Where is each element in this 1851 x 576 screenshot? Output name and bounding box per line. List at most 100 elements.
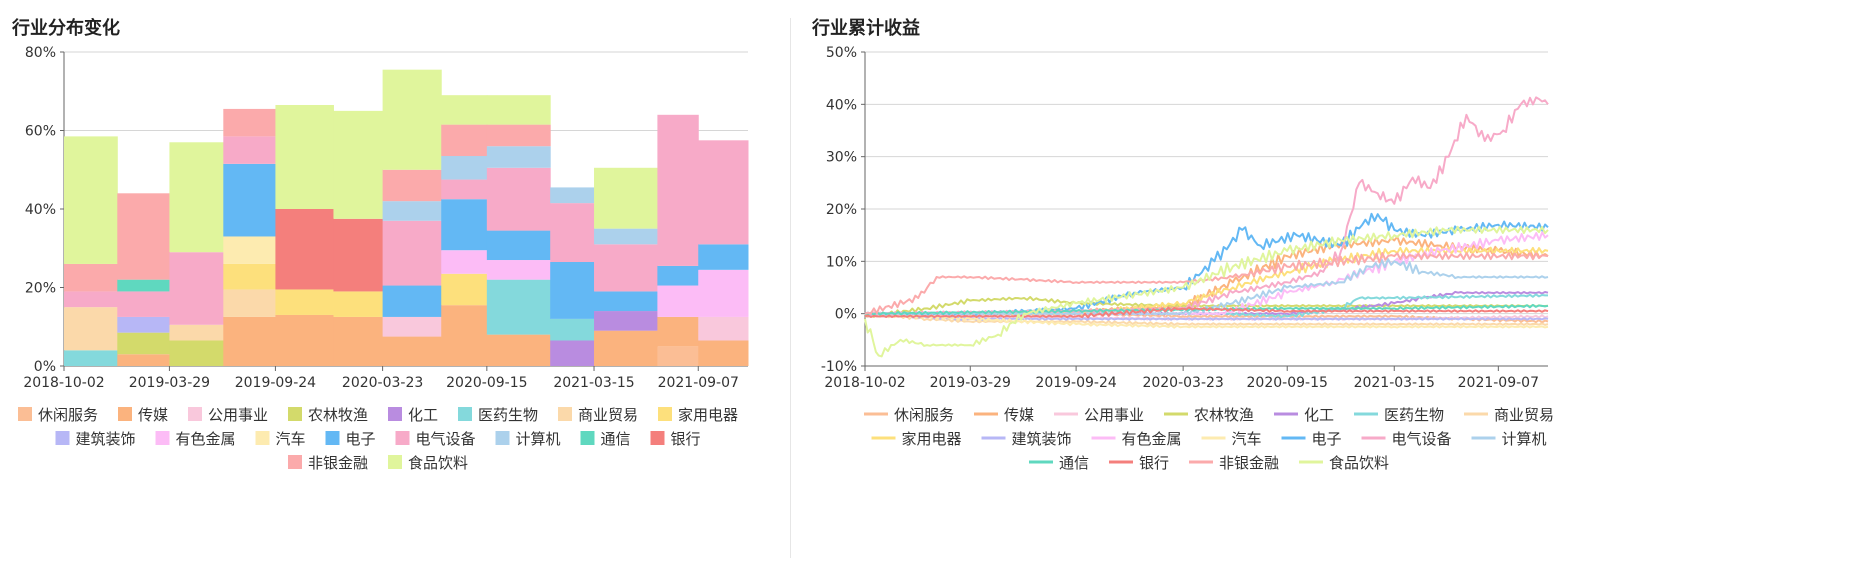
- legend-swatch: [155, 431, 170, 445]
- legend-label: 计算机: [1502, 430, 1547, 448]
- area-segment-食品饮料: [169, 142, 224, 253]
- area-segment-电子: [486, 230, 551, 261]
- area-segment-化工: [550, 340, 595, 366]
- area-segment-传媒: [275, 314, 334, 366]
- legend-swatch: [325, 431, 340, 445]
- area-segment-医药生物: [486, 279, 551, 335]
- series-line-商业贸易: [864, 311, 1549, 326]
- legend-item: 医药生物: [458, 406, 538, 424]
- area-segment-计算机: [382, 201, 442, 221]
- legend-item: 传媒: [974, 406, 1034, 424]
- legend-label: 电气设备: [1392, 430, 1452, 448]
- legend-label: 化工: [1304, 406, 1334, 424]
- area-segment-传媒: [333, 316, 384, 366]
- legend-swatch: [658, 407, 672, 421]
- industry-distribution-panel: 行业分布变化 0% 20% 40% 60% 80% 2018-10-02 2019-03-2…: [0, 0, 930, 572]
- legend-item: 汽车: [255, 430, 306, 448]
- y-tick-label: 10%: [826, 254, 857, 270]
- area-segment-传媒: [698, 340, 749, 366]
- legend-item: 电气设备: [1361, 430, 1452, 448]
- legend-label: 非银金融: [308, 454, 368, 472]
- legend-item: 农林牧渔: [288, 406, 368, 424]
- area-segment-公用事业: [382, 316, 442, 337]
- legend-swatch: [288, 407, 302, 421]
- legend-label: 通信: [601, 430, 631, 448]
- legend-item: 银行: [1109, 454, 1169, 472]
- legend-item: 家用电器: [871, 430, 962, 448]
- y-tick-label: 0%: [835, 307, 857, 323]
- y-tick-label: 60%: [25, 124, 56, 140]
- legend-item: 通信: [1029, 454, 1089, 472]
- legend-label: 有色金属: [176, 430, 236, 448]
- x-tick-label: 2021-03-15: [1354, 375, 1435, 391]
- y-tick-label: 20%: [25, 281, 56, 297]
- area-segment-电气设备: [698, 140, 749, 245]
- area-segment-电气设备: [441, 179, 488, 200]
- legend-label: 电子: [346, 430, 376, 448]
- area-segment-非银金融: [382, 169, 442, 202]
- x-tick-label: 2021-09-07: [1458, 375, 1539, 391]
- legend-label: 通信: [1059, 454, 1089, 472]
- legend-item: 传媒: [118, 406, 168, 424]
- area-segment-传媒: [486, 334, 551, 366]
- legend-swatch: [55, 431, 70, 445]
- area-segment-医药生物: [550, 318, 595, 341]
- area-segment-电气设备: [223, 136, 276, 164]
- area-segment-食品饮料: [382, 69, 442, 170]
- area-segment-食品饮料: [275, 104, 334, 209]
- legend-label: 非银金融: [1219, 454, 1279, 472]
- legend-label: 有色金属: [1122, 430, 1182, 448]
- area-segment-食品饮料: [441, 95, 488, 125]
- area-segment-电子: [223, 163, 276, 237]
- area-segment-家用电器: [441, 273, 488, 306]
- x-tick-label: 2021-03-15: [553, 375, 634, 391]
- area-segment-汽车: [223, 236, 276, 264]
- y-tick-label: 50%: [826, 45, 857, 61]
- panel-title: 行业分布变化: [12, 18, 120, 39]
- legend-label: 农林牧渔: [1194, 406, 1254, 424]
- legend-item: 化工: [1274, 406, 1334, 424]
- area-segment-食品饮料: [594, 167, 658, 229]
- legend-label: 传媒: [1004, 406, 1034, 424]
- x-tick-label: 2020-03-23: [1142, 375, 1223, 391]
- area-segment-建筑装饰: [117, 316, 170, 333]
- legend-label: 电气设备: [416, 430, 476, 448]
- legend-label: 银行: [1139, 454, 1169, 472]
- area-segment-家用电器: [223, 263, 276, 290]
- legend-item: 非银金融: [288, 454, 368, 472]
- y-tick-label: 20%: [826, 202, 857, 218]
- area-segment-家用电器: [333, 291, 384, 317]
- area-segment-传媒: [382, 336, 442, 366]
- area-segment-电气设备: [169, 252, 224, 325]
- legend-item: 非银金融: [1189, 454, 1279, 472]
- area-segment-有色金属: [441, 250, 488, 274]
- legend-label: 汽车: [276, 430, 306, 448]
- area-segment-有色金属: [698, 269, 749, 317]
- area-segment-食品饮料: [486, 95, 551, 125]
- legend-swatch: [255, 431, 270, 445]
- area-segment-传媒: [441, 305, 488, 366]
- series-line-非银金融: [864, 252, 1549, 315]
- legend-swatch: [650, 431, 665, 445]
- x-tick-label: 2019-03-29: [129, 375, 210, 391]
- area-segment-计算机: [550, 187, 595, 204]
- legend-item: 食品饮料: [388, 454, 468, 472]
- legend-label: 医药生物: [478, 406, 538, 424]
- legend-label: 家用电器: [678, 406, 738, 424]
- legend-label: 农林牧渔: [308, 406, 368, 424]
- area-segment-商业贸易: [223, 289, 276, 317]
- industry-cumulative-return-panel: 行业累计收益 -10% 0% 10% 20% 30% 40% 50% 2018-10-02 20…: [790, 0, 1851, 572]
- panel-title: 行业累计收益: [812, 18, 920, 39]
- legend-swatch: [458, 407, 472, 421]
- series-line-电气设备: [864, 96, 1549, 316]
- legend-item: 电子: [1281, 430, 1342, 448]
- legend-swatch: [118, 407, 132, 421]
- x-tick-label: 2018-10-02: [824, 375, 905, 391]
- area-segment-电气设备: [657, 114, 699, 266]
- area-segment-非银金融: [486, 124, 551, 147]
- legend-swatch: [388, 455, 402, 469]
- x-tick-label: 2021-09-07: [658, 375, 739, 391]
- legend-item: 公用事业: [1054, 406, 1144, 424]
- series-line-食品饮料: [864, 225, 1549, 358]
- legend-item: 建筑装饰: [981, 430, 1072, 448]
